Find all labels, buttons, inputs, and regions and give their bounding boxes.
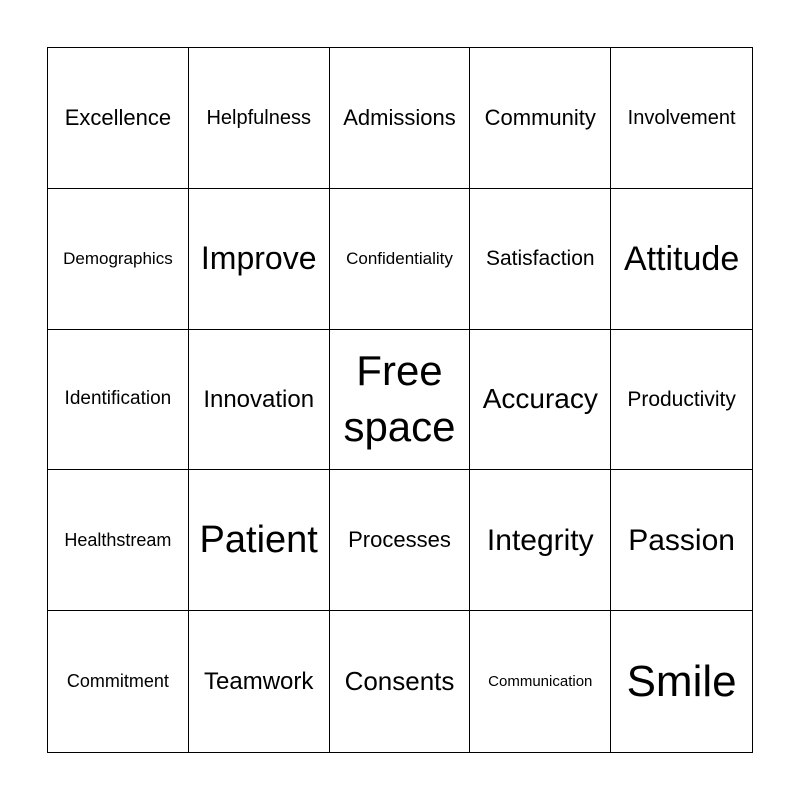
bingo-cell: Helpfulness [188,48,330,189]
bingo-cell-text: Patient [199,518,318,561]
bingo-cell: Healthstream [48,470,189,612]
bingo-cell-text: Identification [64,388,172,410]
bingo-cell-text: Communication [488,672,593,690]
bingo-cell: Identification [48,329,189,471]
bingo-cell-text: Free space [343,346,456,451]
bingo-cell: Involvement [611,48,752,189]
bingo-cell: Innovation [188,329,330,471]
bingo-cell-text: Smile [626,657,737,706]
bingo-cell-text: Confidentiality [346,248,453,268]
bingo-cell-text: Excellence [64,104,172,130]
bingo-cell: Commitment [48,611,189,752]
bingo-cell: Excellence [48,48,189,189]
bingo-cell-text: Improve [200,239,317,276]
bingo-cell-text: Integrity [486,523,594,557]
bingo-cell-text: Attitude [623,239,740,278]
bingo-cell: Community [470,48,612,189]
bingo-cell-text: Involvement [627,106,736,129]
bingo-cell: Improve [188,188,330,330]
bingo-cell: Satisfaction [470,188,612,330]
bingo-cell: Consents [330,611,471,752]
bingo-cell: Accuracy [470,329,612,471]
bingo-cell-text: Innovation [203,385,315,413]
bingo-card: Excellence Helpfulness Admissions Community… [47,47,753,753]
bingo-cell-free-space: Free space [329,329,471,471]
bingo-cell: Admissions [329,48,471,189]
bingo-cell: Communication [470,611,612,752]
bingo-cell: Productivity [611,330,752,471]
bingo-cell: Processes [329,470,471,612]
bingo-cell: Teamwork [189,611,330,752]
bingo-cell: Smile [611,611,752,752]
bingo-cell: Passion [611,470,752,612]
bingo-cell-text: Admissions [343,104,456,130]
bingo-cell-text: Teamwork [204,668,314,695]
bingo-cell-text: Helpfulness [206,106,311,129]
bingo-cell-text: Accuracy [482,383,598,415]
bingo-cell-text: Community [484,104,596,130]
bingo-cell-text: Commitment [66,670,169,691]
bingo-cell-text: Consents [344,665,455,696]
bingo-cell-text: Passion [628,523,735,557]
bingo-cell-text: Healthstream [64,529,172,550]
bingo-cell: Confidentiality [329,188,471,330]
bingo-cell: Integrity [470,470,612,612]
bingo-cell: Demographics [48,188,189,330]
bingo-cell-text: Demographics [63,248,173,268]
bingo-cell-text: Satisfaction [486,247,595,271]
bingo-cell: Patient [188,470,330,612]
bingo-cell: Attitude [611,189,752,330]
bingo-cell-text: Productivity [627,387,736,411]
bingo-cell-text: Processes [348,526,451,552]
